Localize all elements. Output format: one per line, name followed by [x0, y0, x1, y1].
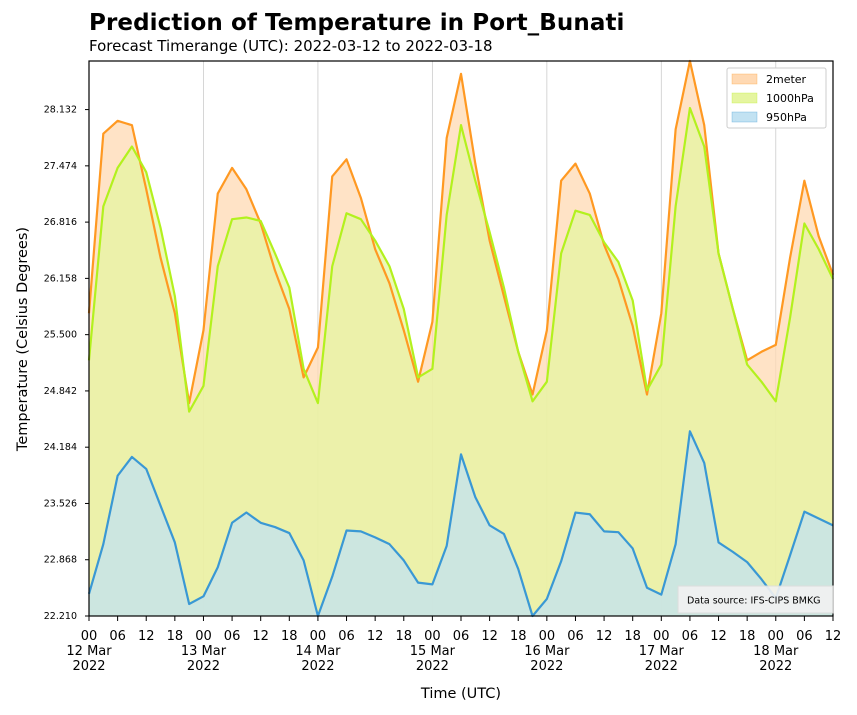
x-tick-label: 2022: [530, 659, 563, 674]
y-tick-label: 27.474: [44, 161, 77, 172]
x-tick-label: 16 Mar: [524, 644, 570, 659]
area-layer: [89, 61, 833, 616]
x-tick-label: 2022: [301, 659, 334, 674]
legend-swatch: [731, 92, 758, 104]
line-1000hpa: [87, 106, 834, 413]
x-tick-label: 18: [167, 629, 184, 644]
x-tick-label: 2022: [759, 659, 792, 674]
x-tick-label: 00: [424, 629, 441, 644]
y-tick-label: 24.842: [44, 386, 77, 397]
chart-title: Prediction of Temperature in Port_Bunati: [89, 10, 625, 36]
x-tick-label: 12 Mar: [66, 644, 112, 659]
y-tick-label: 22.210: [44, 611, 77, 622]
area-1000hpa: [89, 108, 833, 616]
x-tick-label: 00: [81, 629, 98, 644]
x-tick-label: 12: [138, 629, 155, 644]
legend-swatch: [731, 73, 758, 85]
y-axis-label: Temperature (Celsius Degrees): [15, 227, 31, 452]
area-950hpa: [89, 431, 833, 616]
x-tick-label: 00: [653, 629, 670, 644]
x-tick-label: 00: [767, 629, 784, 644]
x-tick-label: 12: [596, 629, 613, 644]
x-tick-label: 06: [796, 629, 813, 644]
y-tick-label: 22.868: [44, 555, 77, 566]
x-tick-label: 00: [539, 629, 556, 644]
line-2meter: [87, 59, 835, 405]
y-tick-label: 25.500: [44, 330, 77, 341]
x-tick-label: 17 Mar: [639, 644, 685, 659]
x-tick-label: 18: [739, 629, 756, 644]
x-tick-label: 15 Mar: [410, 644, 456, 659]
legend-label: 1000hPa: [766, 92, 814, 105]
x-tick-label: 12: [710, 629, 727, 644]
x-tick-label: 00: [195, 629, 212, 644]
x-axis-label: Time (UTC): [420, 686, 501, 702]
x-tick-label: 13 Mar: [181, 644, 227, 659]
line-950hpa: [87, 430, 834, 618]
x-tick-label: 12: [481, 629, 498, 644]
x-tick-label: 18: [395, 629, 412, 644]
x-tick-label: 18: [510, 629, 527, 644]
data-source-text: Data source: IFS-CIPS BMKG: [687, 596, 821, 607]
data-source-note: Data source: IFS-CIPS BMKG: [677, 585, 834, 614]
chart-subtitle: Forecast Timerange (UTC): 2022-03-12 to …: [89, 37, 493, 55]
line-layer: [87, 59, 835, 618]
y-tick-label: 26.158: [44, 273, 77, 284]
x-tick-label: 06: [682, 629, 699, 644]
legend-swatch: [731, 111, 758, 123]
y-tick-label: 24.184: [44, 442, 77, 453]
x-tick-label: 12: [252, 629, 269, 644]
x-tick-label: 18 Mar: [753, 644, 799, 659]
y-axis: 22.210 22.868 23.526 24.184 24.842 25.500 26.1…: [44, 105, 89, 622]
x-tick-label: 2022: [187, 659, 220, 674]
legend-label: 2meter: [766, 73, 807, 86]
x-tick-label: 2022: [72, 659, 105, 674]
x-tick-label: 18: [281, 629, 298, 644]
y-tick-label: 26.816: [44, 217, 77, 228]
x-tick-label: 06: [109, 629, 126, 644]
x-tick-label: 2022: [645, 659, 678, 674]
y-tick-label: 23.526: [44, 498, 77, 509]
x-tick-label: 06: [567, 629, 584, 644]
x-tick-label: 06: [453, 629, 470, 644]
x-tick-label: 14 Mar: [295, 644, 341, 659]
x-tick-label: 18: [624, 629, 641, 644]
legend-label: 950hPa: [766, 111, 807, 124]
x-tick-label: 2022: [416, 659, 449, 674]
x-tick-label: 06: [338, 629, 355, 644]
y-tick-label: 28.132: [44, 105, 77, 116]
legend: 2meter 1000hPa 950hPa: [726, 67, 827, 129]
x-tick-label: 00: [310, 629, 327, 644]
data-source-box: [677, 585, 834, 614]
x-tick-label: 12: [367, 629, 384, 644]
x-tick-label: 12: [825, 629, 842, 644]
x-tick-label: 06: [224, 629, 241, 644]
